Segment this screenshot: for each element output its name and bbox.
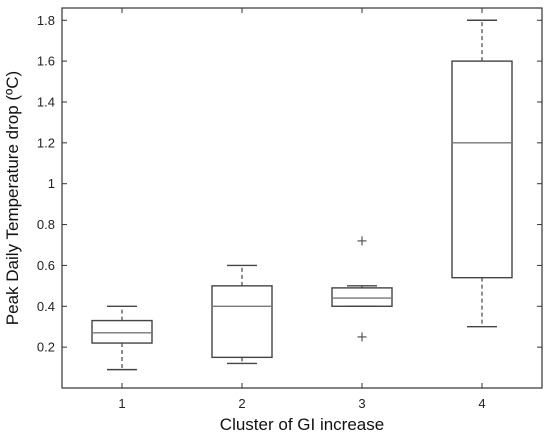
x-tick-label: 1 [118, 396, 125, 411]
x-tick-label: 4 [478, 396, 485, 411]
y-tick-label: 0.2 [37, 340, 55, 355]
box-group-2 [211, 264, 273, 365]
outlier-marker [357, 332, 367, 342]
box-group-3 [331, 236, 393, 342]
box-group-4 [451, 19, 513, 328]
x-axis: 1 2 3 4 [118, 8, 486, 411]
x-tick-label: 2 [238, 396, 245, 411]
y-tick-label: 1.4 [37, 94, 55, 109]
y-tick-label: 0.4 [37, 299, 55, 314]
y-tick-label: 1.2 [37, 135, 55, 150]
plot-frame [61, 7, 543, 389]
y-tick-label: 1.6 [37, 54, 55, 69]
iqr-box [211, 285, 273, 359]
x-tick-label: 3 [358, 396, 365, 411]
y-axis: 0.2 0.4 0.6 0.8 1 1.2 1.4 1.6 1.8 [37, 13, 542, 355]
y-tick-label: 0.6 [37, 258, 55, 273]
y-tick-label: 1.8 [37, 13, 55, 28]
iqr-box [451, 60, 513, 279]
y-tick-label: 1 [48, 176, 55, 191]
box-group-1 [91, 305, 153, 371]
box-series [91, 19, 513, 371]
iqr-box [91, 319, 153, 344]
y-tick-label: 0.8 [37, 217, 55, 232]
outlier-marker [357, 236, 367, 246]
x-axis-label: Cluster of GI increase [220, 415, 384, 434]
iqr-box [331, 287, 393, 307]
y-axis-label: Peak Daily Temperature drop (ºC) [3, 71, 22, 325]
